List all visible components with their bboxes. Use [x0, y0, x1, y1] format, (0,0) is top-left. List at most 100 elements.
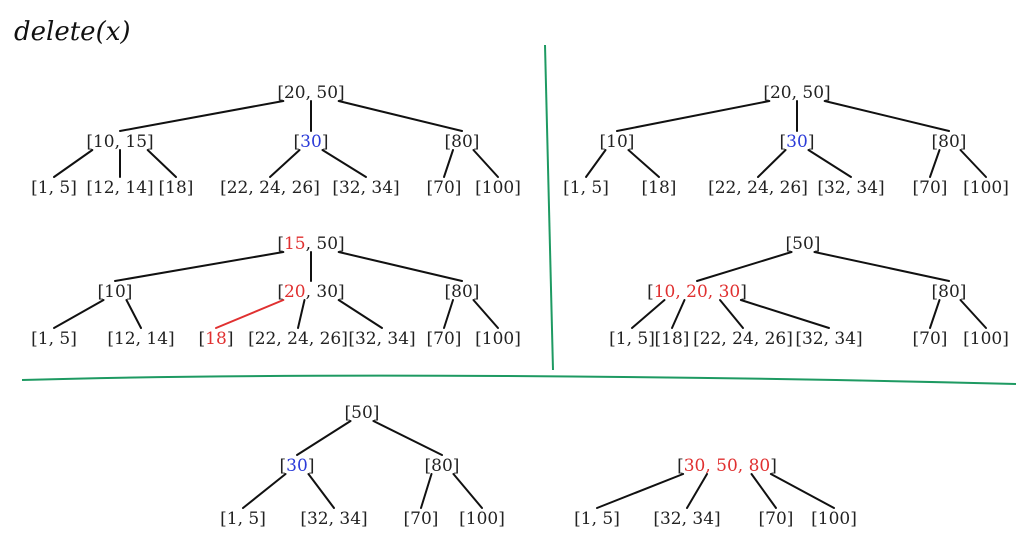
tree-edge-b1-b2 [616, 100, 771, 132]
tree-node-f1: [30, 50, 80] [677, 456, 777, 476]
tree-edge-f1-f4 [750, 473, 777, 509]
vertical-divider [544, 44, 554, 371]
tree-node-e7: [100] [459, 509, 505, 529]
tree-node-a3: [30] [294, 132, 329, 152]
tree-edge-c3-c9 [337, 299, 383, 329]
tree-node-a11: [100] [475, 178, 521, 198]
edges-layer [53, 100, 987, 509]
tree-node-c2: [10] [98, 282, 133, 302]
tree-top-left: [20, 50] [10, 15] [30] [80] [1, 5] [12, 14] [1… [31, 83, 521, 198]
tree-edge-b4-b9 [929, 149, 941, 178]
tree-node-d2: [10, 20, 30] [647, 282, 747, 302]
tree-node-a2: [10, 15] [86, 132, 153, 152]
tree-edge-a4-a11 [472, 149, 499, 178]
tree-node-e6: [70] [404, 509, 439, 529]
tree-edge-f1-f3 [686, 473, 708, 509]
tree-edge-c1-c4 [337, 251, 463, 282]
tree-edge-c4-c10 [443, 299, 454, 329]
tree-node-b6: [18] [642, 178, 677, 198]
tree-edge-a2-a7 [146, 149, 177, 178]
tree-node-f4: [70] [759, 509, 794, 529]
tree-edge-b3-b7 [757, 149, 787, 178]
tree-edge-d3-d9 [959, 299, 987, 329]
tree-edge-d3-d8 [929, 299, 941, 329]
tree-node-a9: [32, 34] [332, 178, 399, 198]
tree-edge-d1-d2 [696, 251, 793, 282]
tree-edge-a3-a8 [269, 149, 301, 178]
tree-edge-a3-a9 [321, 149, 367, 178]
tree-edge-b2-b6 [627, 149, 660, 178]
tree-edge-a4-a10 [443, 149, 454, 178]
tree-edge-a1-a2 [119, 100, 285, 132]
tree-edge-c1-c2 [114, 251, 285, 282]
tree-node-e1: [50] [345, 403, 380, 423]
tree-node-a8: [22, 24, 26] [220, 178, 320, 198]
tree-edge-b1-b4 [823, 100, 950, 132]
tree-node-a1: [20, 50] [277, 83, 344, 103]
diagram-title: delete(x) [14, 17, 131, 47]
tree-edge-c2-c5 [53, 299, 105, 329]
tree-node-a6: [12, 14] [86, 178, 153, 198]
tree-node-b5: [1, 5] [563, 178, 609, 198]
tree-node-a7: [18] [159, 178, 194, 198]
tree-node-b2: [10] [600, 132, 635, 152]
tree-edge-f1-f2 [596, 473, 685, 509]
tree-node-b3: [30] [780, 132, 815, 152]
tree-node-d9: [100] [963, 329, 1009, 349]
tree-edge-b3-b8 [807, 149, 852, 178]
tree-top-right: [20, 50] [10] [30] [80] [1, 5] [18] [22, 24, 2… [563, 83, 1009, 198]
tree-edge-b2-b5 [585, 149, 607, 178]
tree-node-a5: [1, 5] [31, 178, 77, 198]
tree-node-c6: [12, 14] [107, 329, 174, 349]
tree-node-b7: [22, 24, 26] [708, 178, 808, 198]
tree-node-d7: [32, 34] [795, 329, 862, 349]
tree-node-a10: [70] [427, 178, 462, 198]
tree-node-d5: [18] [655, 329, 690, 349]
tree-edge-e3-e7 [452, 473, 483, 509]
tree-node-c4: [80] [445, 282, 480, 302]
tree-edge-c3-c7 [215, 299, 285, 329]
tree-edge-e1-e3 [372, 420, 443, 456]
tree-node-d4: [1, 5] [609, 329, 655, 349]
tree-node-c10: [70] [427, 329, 462, 349]
tree-bottom-right: [30, 50, 80] [1, 5] [32, 34] [70] [100] [574, 456, 857, 529]
tree-node-c11: [100] [475, 329, 521, 349]
tree-node-f5: [100] [811, 509, 857, 529]
tree-node-b8: [32, 34] [817, 178, 884, 198]
tree-edge-b4-b10 [959, 149, 987, 178]
tree-edge-d2-d4 [631, 299, 666, 329]
tree-node-d1: [50] [786, 234, 821, 254]
tree-node-b4: [80] [932, 132, 967, 152]
tree-edge-d2-d6 [719, 299, 744, 329]
tree-middle-left: [15, 50] [10] [20, 30] [80] [1, 5] [12, 14] [1… [31, 234, 521, 349]
tree-edge-e2-e5 [307, 473, 335, 509]
tree-node-e5: [32, 34] [300, 509, 367, 529]
tree-node-d8: [70] [913, 329, 948, 349]
tree-edge-c3-c8 [297, 299, 306, 329]
horizontal-divider [21, 374, 1017, 385]
tree-node-c3: [20, 30] [277, 282, 344, 302]
tree-edge-d2-d7 [739, 299, 830, 329]
tree-node-e4: [1, 5] [220, 509, 266, 529]
tree-edge-a2-a5 [53, 149, 94, 178]
tree-edge-d1-d3 [813, 251, 950, 282]
tree-node-f3: [32, 34] [653, 509, 720, 529]
tree-edge-c4-c11 [472, 299, 499, 329]
nodes-layer: [20, 50] [10, 15] [30] [80] [1, 5] [12, 14] [1… [31, 83, 1009, 529]
tree-edge-e2-e4 [242, 473, 287, 509]
tree-node-d6: [22, 24, 26] [693, 329, 793, 349]
tree-node-c8: [22, 24, 26] [248, 329, 348, 349]
tree-node-d3: [80] [932, 282, 967, 302]
tree-node-b1: [20, 50] [763, 83, 830, 103]
tree-node-f2: [1, 5] [574, 509, 620, 529]
tree-edge-a1-a4 [337, 100, 463, 132]
tree-node-e3: [80] [425, 456, 460, 476]
tree-edge-d2-d5 [671, 299, 686, 329]
tree-edge-c2-c6 [125, 299, 142, 329]
tree-edge-e1-e2 [296, 420, 352, 456]
tree-node-c9: [32, 34] [348, 329, 415, 349]
tree-node-c5: [1, 5] [31, 329, 77, 349]
tree-node-a4: [80] [445, 132, 480, 152]
tree-edge-f1-f5 [769, 473, 835, 509]
